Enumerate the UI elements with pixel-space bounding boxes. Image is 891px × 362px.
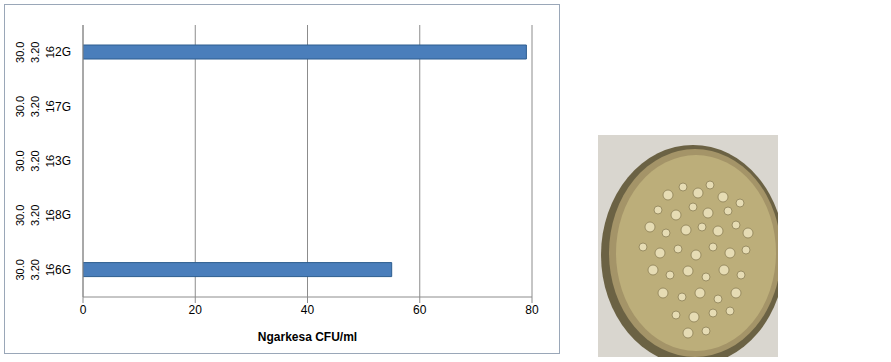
svg-text:3.20: 3.20 bbox=[29, 205, 41, 226]
svg-text:30.0: 30.0 bbox=[14, 150, 26, 171]
svg-text:3G: 3G bbox=[55, 154, 71, 168]
svg-text:2G: 2G bbox=[55, 45, 71, 59]
svg-text:16: 16 bbox=[44, 46, 56, 58]
svg-text:60: 60 bbox=[413, 303, 427, 317]
svg-text:16: 16 bbox=[44, 100, 56, 112]
svg-text:3.20: 3.20 bbox=[29, 259, 41, 280]
svg-text:3.20: 3.20 bbox=[29, 150, 41, 171]
svg-text:0: 0 bbox=[80, 303, 87, 317]
svg-text:40: 40 bbox=[301, 303, 315, 317]
svg-text:20: 20 bbox=[189, 303, 203, 317]
svg-text:3.20: 3.20 bbox=[29, 41, 41, 62]
svg-text:6G: 6G bbox=[55, 263, 71, 277]
svg-text:7G: 7G bbox=[55, 100, 71, 114]
svg-text:Ngarkesa CFU/ml: Ngarkesa CFU/ml bbox=[258, 330, 357, 344]
svg-text:30.0: 30.0 bbox=[14, 259, 26, 280]
svg-text:3.20: 3.20 bbox=[29, 96, 41, 117]
svg-text:16: 16 bbox=[44, 155, 56, 167]
svg-text:30.0: 30.0 bbox=[14, 96, 26, 117]
svg-text:30.0: 30.0 bbox=[14, 41, 26, 62]
svg-text:80: 80 bbox=[525, 303, 539, 317]
svg-text:30.0: 30.0 bbox=[14, 205, 26, 226]
svg-text:16: 16 bbox=[44, 264, 56, 276]
svg-text:16: 16 bbox=[44, 209, 56, 221]
svg-text:8G: 8G bbox=[55, 208, 71, 222]
